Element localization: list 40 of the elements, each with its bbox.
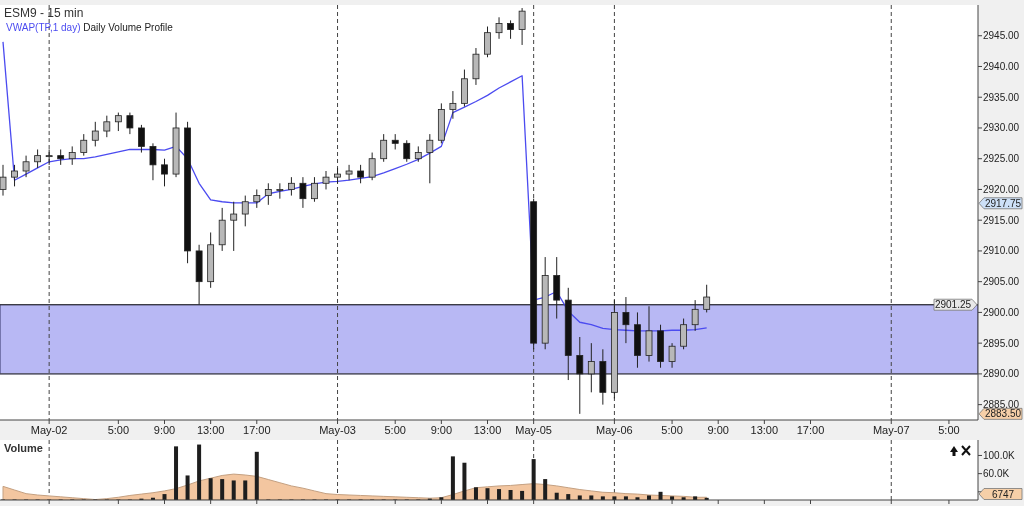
text: 6747 xyxy=(991,488,1015,500)
x-tick-label: May-03 xyxy=(319,424,356,436)
y-tick-label: 2915.00 xyxy=(983,214,1020,226)
y-tick-label: 2940.00 xyxy=(983,60,1020,72)
y-tick-label: 100.0K xyxy=(983,449,1016,461)
chart-title: Volume xyxy=(4,442,43,454)
y-tick-label: 2885.00 xyxy=(983,399,1020,411)
y-tick-label: 2895.00 xyxy=(983,337,1020,349)
y-tick-label: 2945.00 xyxy=(983,30,1020,42)
text: 2883.50 xyxy=(984,408,1022,420)
x-tick-label: May-07 xyxy=(872,424,910,436)
x-tick-label: 9:00 xyxy=(430,424,453,436)
x-tick-label: May-06 xyxy=(596,424,633,436)
y-tick-label: 2890.00 xyxy=(983,368,1020,380)
x-tick-label: May-02 xyxy=(30,424,68,436)
x-tick-label: May-05 xyxy=(515,424,552,436)
text: 2917.75 xyxy=(984,197,1022,209)
y-tick-label: 2925.00 xyxy=(983,153,1020,165)
x-tick-label: 9:00 xyxy=(153,424,176,436)
x-tick-label: 5:00 xyxy=(384,424,406,436)
y-tick-label: 2900.00 xyxy=(983,306,1020,318)
x-tick-label: 5:00 xyxy=(661,424,683,436)
x-tick-label: 9:00 xyxy=(707,424,729,436)
x-tick-label: 13:00 xyxy=(750,424,779,436)
y-tick-label: 2935.00 xyxy=(983,91,1020,103)
ref-line-label: 2901.25 xyxy=(934,299,972,311)
y-tick-label: 60.0K xyxy=(983,468,1010,480)
annotation: Daily Volume Profile xyxy=(83,22,174,33)
x-tick-label: 13:00 xyxy=(196,424,225,436)
y-tick-label: 2920.00 xyxy=(983,183,1020,195)
x-tick-label: 17:00 xyxy=(243,424,271,436)
x-tick-label: 5:00 xyxy=(938,424,960,436)
x-tick-label: 13:00 xyxy=(473,424,502,436)
x-tick-label: 5:00 xyxy=(107,424,130,436)
series-label: VWAP(TP,1 day) xyxy=(6,22,84,33)
y-tick-label: 2910.00 xyxy=(983,245,1020,257)
y-tick-label: 2905.00 xyxy=(983,276,1020,288)
y-tick-label: 2930.00 xyxy=(983,122,1020,134)
chart-title: ESM9 - 15 min xyxy=(4,6,84,20)
x-tick-label: 17:00 xyxy=(796,424,825,436)
